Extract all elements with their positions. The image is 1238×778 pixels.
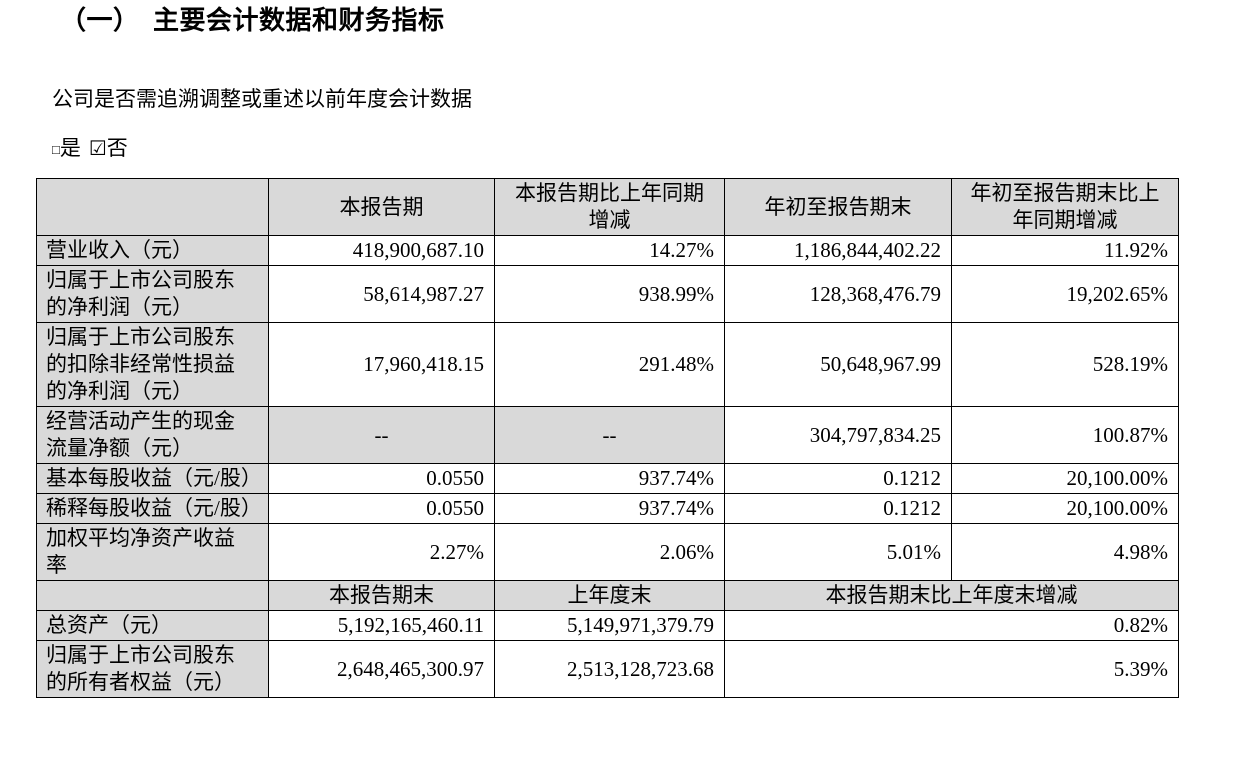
- table-row-basic-eps: 基本每股收益（元/股） 0.0550 937.74% 0.1212 20,100…: [36, 463, 1179, 494]
- table-corner-cell: [36, 178, 269, 236]
- cell-value: 0.0550: [268, 463, 495, 494]
- cell-value: 100.87%: [951, 406, 1179, 464]
- cell-value: 418,900,687.10: [268, 235, 495, 266]
- section-title: （一） 主要会计数据和财务指标: [60, 6, 445, 35]
- subheader-corner-cell: [36, 580, 269, 611]
- header-period-yoy: 本报告期比上年同期增减: [494, 178, 725, 236]
- cell-value: 17,960,418.15: [268, 322, 495, 407]
- cell-value: 291.48%: [494, 322, 725, 407]
- restate-question-text: 公司是否需追溯调整或重述以前年度会计数据: [52, 87, 472, 111]
- cell-value: 937.74%: [494, 493, 725, 524]
- table-header-row: 本报告期 本报告期比上年同期增减 年初至报告期末 年初至报告期末比上年同期增减: [36, 178, 1179, 236]
- cell-value: 304,797,834.25: [724, 406, 952, 464]
- cell-value: 2.27%: [268, 523, 495, 581]
- table-row-operating-cash-flow: 经营活动产生的现金流量净额（元） -- -- 304,797,834.25 10…: [36, 406, 1179, 464]
- table-row-weighted-avg-roe: 加权平均净资产收益率 2.27% 2.06% 5.01% 4.98%: [36, 523, 1179, 581]
- cell-value: 11.92%: [951, 235, 1179, 266]
- header-ytd-yoy: 年初至报告期末比上年同期增减: [951, 178, 1179, 236]
- subheader-period-end: 本报告期末: [268, 580, 495, 611]
- cell-value: 58,614,987.27: [268, 265, 495, 323]
- cell-value: 5,192,165,460.11: [268, 610, 495, 641]
- row-label: 归属于上市公司股东的扣除非经常性损益的净利润（元）: [36, 322, 269, 407]
- restate-answer-line: □是 ☑否: [52, 135, 1238, 164]
- cell-value: 50,648,967.99: [724, 322, 952, 407]
- cell-value: 938.99%: [494, 265, 725, 323]
- cell-value: 2.06%: [494, 523, 725, 581]
- option-yes-label: 是: [59, 136, 81, 160]
- row-label: 经营活动产生的现金流量净额（元）: [36, 406, 269, 464]
- header-ytd: 年初至报告期末: [724, 178, 952, 236]
- key-financial-indicators-table: 本报告期 本报告期比上年同期增减 年初至报告期末 年初至报告期末比上年同期增减 …: [36, 178, 1179, 698]
- cell-value: 19,202.65%: [951, 265, 1179, 323]
- cell-value: 128,368,476.79: [724, 265, 952, 323]
- table-row-total-assets: 总资产（元） 5,192,165,460.11 5,149,971,379.79…: [36, 610, 1179, 641]
- cell-value: 2,513,128,723.68: [494, 640, 725, 698]
- cell-value: 0.82%: [724, 610, 1179, 641]
- cell-value: 20,100.00%: [951, 463, 1179, 494]
- document-page: （一） 主要会计数据和财务指标 公司是否需追溯调整或重述以前年度会计数据 □是 ☑…: [0, 4, 1238, 698]
- cell-value: 937.74%: [494, 463, 725, 494]
- cell-value: 5,149,971,379.79: [494, 610, 725, 641]
- cell-value: 0.0550: [268, 493, 495, 524]
- table-row-net-profit-excl-nonrecurring: 归属于上市公司股东的扣除非经常性损益的净利润（元） 17,960,418.15 …: [36, 322, 1179, 407]
- cell-value: 5.39%: [724, 640, 1179, 698]
- row-label: 归属于上市公司股东的所有者权益（元）: [36, 640, 269, 698]
- table-row-revenue: 营业收入（元） 418,900,687.10 14.27% 1,186,844,…: [36, 235, 1179, 266]
- cell-value: 528.19%: [951, 322, 1179, 407]
- subheader-change: 本报告期末比上年度末增减: [724, 580, 1179, 611]
- row-label: 归属于上市公司股东的净利润（元）: [36, 265, 269, 323]
- table-subheader-row: 本报告期末 上年度末 本报告期末比上年度末增减: [36, 580, 1179, 611]
- table-row-owners-equity: 归属于上市公司股东的所有者权益（元） 2,648,465,300.97 2,51…: [36, 640, 1179, 698]
- checkbox-checked-icon: ☑: [88, 138, 107, 160]
- table-row-diluted-eps: 稀释每股收益（元/股） 0.0550 937.74% 0.1212 20,100…: [36, 493, 1179, 524]
- cell-value: 5.01%: [724, 523, 952, 581]
- subheader-prev-year-end: 上年度末: [494, 580, 725, 611]
- cell-value: 0.1212: [724, 493, 952, 524]
- row-label: 营业收入（元）: [36, 235, 269, 266]
- row-label: 稀释每股收益（元/股）: [36, 493, 269, 524]
- cell-value: 2,648,465,300.97: [268, 640, 495, 698]
- table-row-net-profit: 归属于上市公司股东的净利润（元） 58,614,987.27 938.99% 1…: [36, 265, 1179, 323]
- row-label: 基本每股收益（元/股）: [36, 463, 269, 494]
- header-period: 本报告期: [268, 178, 495, 236]
- cell-value: 14.27%: [494, 235, 725, 266]
- row-label: 加权平均净资产收益率: [36, 523, 269, 581]
- cell-value: --: [494, 406, 725, 464]
- option-no-label: 否: [106, 136, 128, 160]
- cell-value: 20,100.00%: [951, 493, 1179, 524]
- cell-value: --: [268, 406, 495, 464]
- cell-value: 0.1212: [724, 463, 952, 494]
- checkbox-unchecked-icon: □: [52, 142, 60, 157]
- cell-value: 4.98%: [951, 523, 1179, 581]
- cell-value: 1,186,844,402.22: [724, 235, 952, 266]
- row-label: 总资产（元）: [36, 610, 269, 641]
